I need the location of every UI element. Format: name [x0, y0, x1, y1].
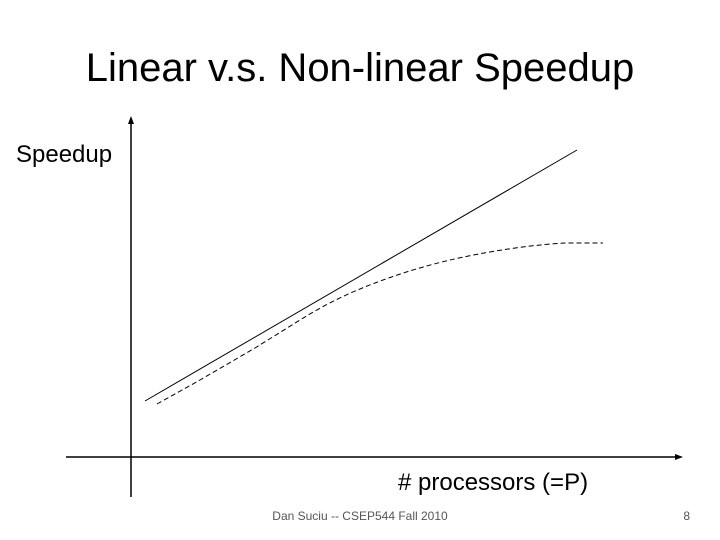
slide-number: 8 — [683, 509, 690, 523]
x-axis-label: # processors (=P) — [398, 469, 589, 496]
linear-speedup-line — [144, 149, 578, 402]
nonlinear-speedup-curve — [156, 242, 603, 405]
y-axis-label: Speedup — [16, 141, 113, 168]
y-axis-arrowhead — [128, 116, 134, 124]
x-axis-arrowhead — [675, 454, 683, 460]
slide-title: Linear v.s. Non-linear Speedup — [85, 46, 635, 90]
slide-footer: Dan Suciu -- CSEP544 Fall 2010 — [272, 509, 448, 523]
